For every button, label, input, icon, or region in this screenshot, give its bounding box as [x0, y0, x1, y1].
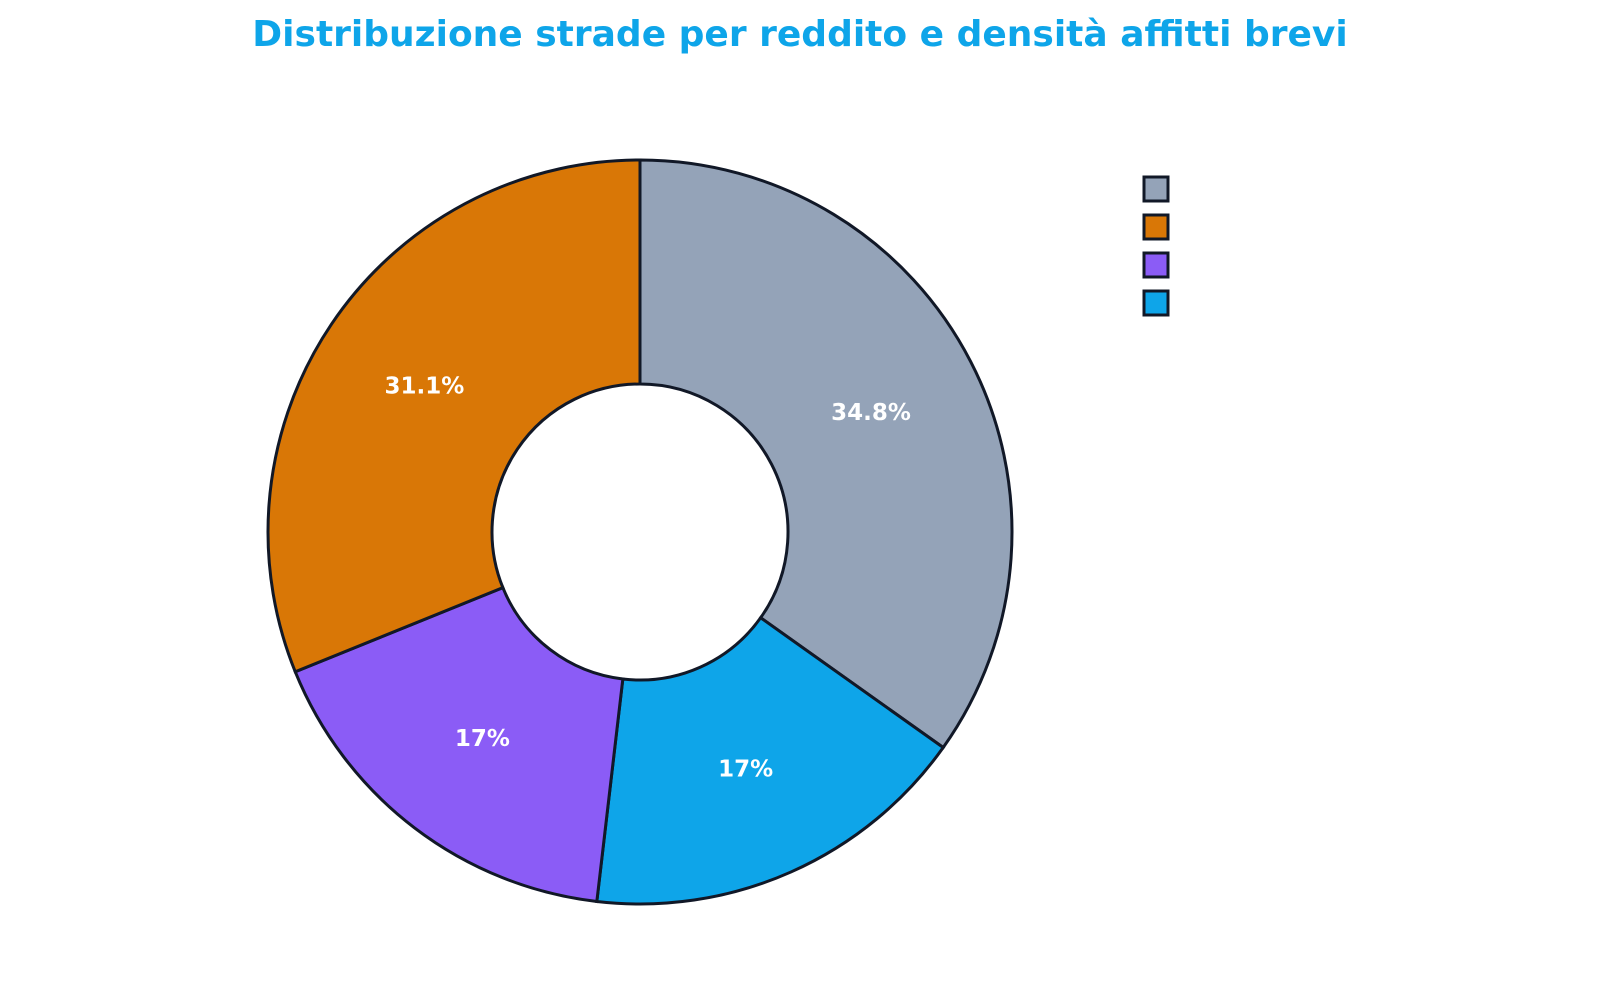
pie-slice-4 [266, 158, 642, 674]
slice-label-1: 34.8% [831, 400, 911, 426]
pie-slice-1 [638, 158, 1014, 750]
pie-slice-3 [293, 585, 625, 904]
legend-swatch-2 [1142, 213, 1170, 241]
chart-title: Distribuzione strade per reddito e densi… [252, 14, 1348, 55]
slice-labels-group: 34.8% 17% 17% 31.1% [384, 374, 910, 783]
legend [1142, 175, 1170, 317]
slice-label-3: 17% [455, 726, 510, 752]
slices-group [266, 158, 1014, 906]
slice-label-4: 31.1% [384, 374, 464, 400]
pie-slice-2 [595, 615, 946, 906]
legend-swatch-4 [1142, 289, 1170, 317]
slice-label-2: 17% [718, 757, 773, 783]
legend-swatch-1 [1142, 175, 1170, 203]
legend-swatch-3 [1142, 251, 1170, 279]
